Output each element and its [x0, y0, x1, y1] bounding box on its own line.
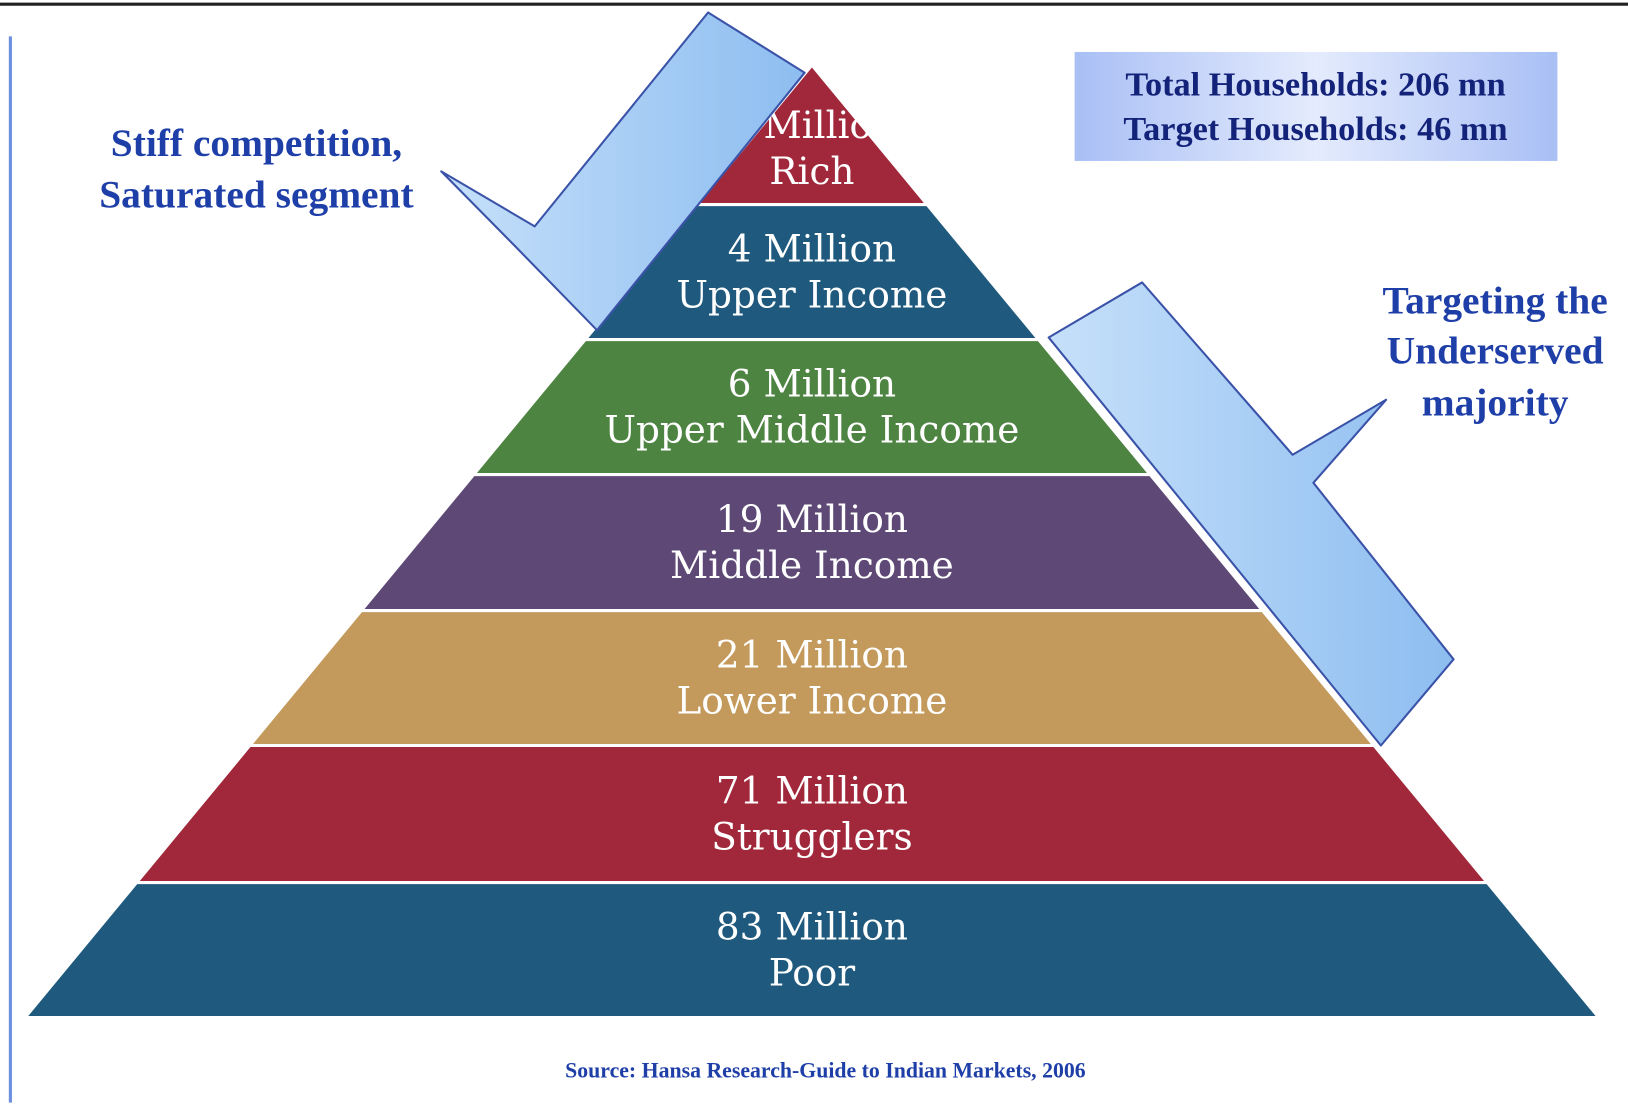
callout-text: Saturated segment: [99, 173, 413, 217]
level-label: Poor: [769, 950, 856, 994]
info-box: [1074, 51, 1558, 161]
info-text: Target Households: 46 mn: [1123, 110, 1507, 148]
callout-text: majority: [1422, 380, 1569, 424]
level-label: Rich: [769, 149, 854, 193]
level-label: Strugglers: [711, 814, 912, 858]
level-amount: 4 Million: [728, 227, 896, 271]
callout-text: Targeting the: [1382, 279, 1607, 323]
level-label: Middle Income: [670, 543, 954, 587]
pyramid-level: [699, 67, 924, 204]
pyramid-level: [28, 884, 1596, 1016]
level-amount: 83 Million: [716, 905, 908, 949]
pyramid-level: [253, 612, 1371, 744]
info-text: Total Households: 206 mn: [1125, 66, 1505, 104]
level-label: Lower Income: [676, 678, 947, 722]
source: Source: Hansa Research-Guide to Indian M…: [565, 1059, 1086, 1083]
callout-bracket: [1047, 281, 1455, 747]
callout-bracket: [440, 11, 806, 332]
level-label: Upper Middle Income: [604, 407, 1019, 451]
level-amount: 71 Million: [716, 769, 908, 813]
pyramid-level: [364, 476, 1260, 609]
level-amount: 6 Million: [728, 362, 896, 406]
callout-text: Underserved: [1387, 328, 1604, 372]
level-amount: 19 Million: [716, 497, 908, 541]
pyramid-level: [588, 206, 1036, 338]
level-label: Upper Income: [676, 272, 947, 316]
callout-text: Stiff competition,: [111, 121, 402, 165]
pyramid-level: [476, 341, 1147, 473]
pyramid-level: [139, 747, 1485, 881]
level-amount: 21 Million: [716, 633, 908, 677]
